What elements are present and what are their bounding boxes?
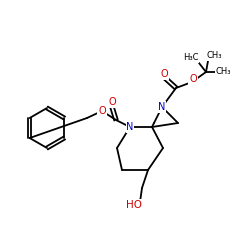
Text: O: O	[108, 97, 116, 107]
Text: O: O	[160, 69, 168, 79]
Text: N: N	[158, 102, 166, 112]
Text: H₃C: H₃C	[183, 54, 199, 62]
Text: N: N	[126, 122, 134, 132]
Text: O: O	[98, 106, 106, 116]
Text: CH₃: CH₃	[206, 52, 222, 60]
Text: HO: HO	[126, 200, 142, 210]
Text: CH₃: CH₃	[215, 68, 231, 76]
Text: O: O	[189, 74, 197, 84]
